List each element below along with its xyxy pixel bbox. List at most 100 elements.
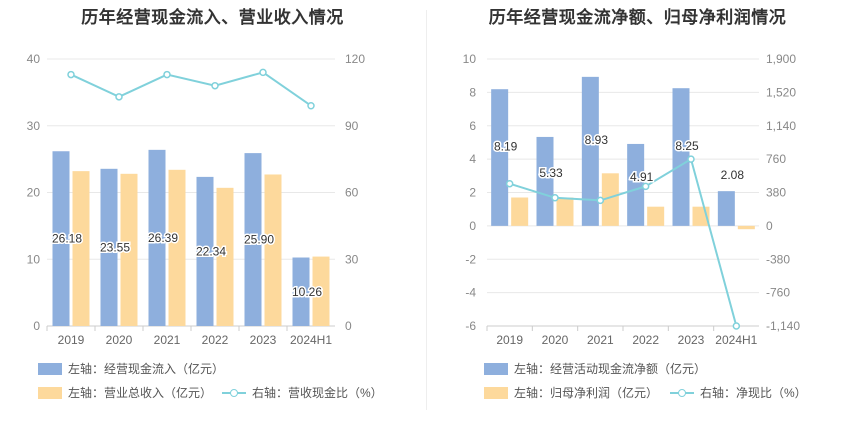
line-point [641,182,650,191]
bar-series-2 [312,256,330,326]
data-label: 4.91 [630,170,654,184]
bar-series-1 [581,76,599,226]
legend-label: 左轴：营业总收入（亿元） [68,386,213,400]
bar-series-1 [244,153,262,326]
left-axis-tick-label: 0 [469,219,476,233]
line-point [732,322,741,330]
bar-series-2 [216,187,234,326]
legend-item-net-cashflow[interactable]: 左轴：经营活动现金流净额（亿元） [484,360,706,377]
left-axis-tick-label: 2 [469,186,476,200]
data-label: 2.08 [721,168,745,182]
legend-swatch-blue [484,362,508,375]
chart-svg: 0 10 20 30 40 0 30 60 90 120 2019 2020 2021 2022 2023 2… [27,52,366,347]
legend-item-net-profit[interactable]: 左轴：归母净利润（亿元） [484,384,658,401]
x-axis-tick-label: 2021 [587,333,614,347]
line-point [307,101,315,110]
bar-series-1 [148,149,166,326]
right-axis-tick-label: 0 [766,219,773,233]
right-axis-tick-label: 90 [345,119,359,133]
bar-series-2 [264,174,282,326]
line-point [687,155,695,163]
right-axis-tick-label: -1,140 [766,319,800,333]
bar-series-2 [737,225,755,230]
x-axis-tick-label: 2019 [496,333,523,347]
left-axis-tick-label: -2 [465,252,476,266]
right-axis-tick-label: 30 [345,252,359,266]
right-axis-tick-label: 1,520 [766,85,796,99]
chart-legend: 左轴：经营现金流入（亿元） 左轴：营业总收入（亿元） 右轴：营收现金比（%） [38,360,383,401]
line-point [211,81,219,90]
legend-label: 左轴：经营活动现金流净额（亿元） [514,362,707,376]
bar-series-2 [647,206,665,226]
chart-legend: 左轴：经营活动现金流净额（亿元） 左轴：归母净利润（亿元） 右轴：净现比（%） [425,0,850,437]
left-axis-tick-label: 4 [469,152,476,166]
bar-series-1 [292,257,310,326]
bar-series-2 [511,197,529,226]
bar-series-2 [601,173,619,226]
bar-series-1 [196,176,214,326]
x-axis-tick-label: 2019 [58,333,85,347]
chart-title: 历年经营现金流入、营业收入情况 [81,8,344,27]
line-point [67,70,75,79]
data-label: 10.26 [292,285,322,299]
data-label: 26.39 [148,231,178,245]
x-axis-tick-label: 2023 [250,333,277,347]
left-axis-tick-label: -4 [465,286,476,300]
legend-item-revenue[interactable]: 左轴：营业总收入（亿元） [38,384,212,401]
x-axis-tick-label: 2024H1 [290,333,332,347]
data-label: 23.55 [100,240,130,254]
line-series [70,71,312,107]
x-axis-tick-label: 2024H1 [715,333,757,347]
right-axis-tick-label: -760 [766,286,790,300]
panel-divider [426,10,427,410]
chart-title: 历年经营现金流净额、归母净利润情况 [488,8,787,27]
left-axis-tick-label: 10 [27,252,41,266]
data-label: 8.93 [585,133,609,147]
chart-svg: -6 -4 -2 0 2 4 6 8 10 -1,140 -760 -380 0 380 760 1,140 1… [463,52,801,347]
x-axis-tick-label: 2022 [632,333,659,347]
legend-swatch-line [222,387,246,399]
right-axis-tick-label: 380 [766,186,786,200]
bar-series-2 [120,173,138,326]
right-axis-tick-label: 1,900 [766,52,796,66]
legend-swatch-orange [484,386,508,399]
line-point [551,194,559,202]
data-label: 8.25 [675,139,699,153]
chart-panel-cashflow-revenue: 历年经营现金流入、营业收入情况 0 10 20 30 40 0 30 60 90 120 2019 2… [27,8,383,401]
left-axis-tick-label: -6 [465,319,476,333]
line-series [509,157,738,327]
x-axis-tick-label: 2021 [154,333,181,347]
left-axis-tick-label: 40 [27,52,41,66]
bar-series-1 [491,89,509,226]
data-label: 22.34 [196,244,226,258]
bar-series-2 [168,169,186,326]
data-label: 5.33 [539,166,563,180]
data-label: 25.90 [244,233,274,247]
legend-label: 左轴：归母净利润（亿元） [514,386,659,400]
legend-label: 左轴：经营现金流入（亿元） [68,362,225,376]
chart-panel-net-cashflow-profit: 历年经营现金流净额、归母净利润情况 -6 -4 -2 0 2 4 6 8 10 -1,140 -76… [425,0,850,437]
bar-series-1 [100,168,118,326]
left-axis-tick-label: 20 [27,186,41,200]
x-axis-tick-label: 2022 [202,333,229,347]
data-label: 26.18 [52,232,82,246]
line-point [596,196,605,205]
legend-swatch-line [670,387,694,399]
left-axis-tick-label: 8 [469,85,476,99]
line-point [115,93,123,101]
bar-series-2 [72,171,90,326]
bar-series-1 [627,143,645,226]
legend-item-cash-inflow[interactable]: 左轴：经营现金流入（亿元） [38,360,224,377]
legend-item-cash-ratio[interactable]: 右轴：营收现金比（%） [222,384,383,401]
legend-item-net-cash-ratio[interactable]: 右轴：净现比（%） [670,384,807,401]
right-axis-tick-label: 60 [345,186,359,200]
left-axis-tick-label: 10 [463,52,477,66]
right-axis-tick-label: 120 [345,52,365,66]
data-label: 8.19 [494,140,518,154]
x-axis-tick-label: 2020 [542,333,569,347]
right-axis-tick-label: 1,140 [766,119,796,133]
x-axis-tick-label: 2023 [678,333,705,347]
bar-series-1 [672,88,690,226]
bar-series-1 [717,191,735,226]
x-axis-tick-label: 2020 [106,333,133,347]
